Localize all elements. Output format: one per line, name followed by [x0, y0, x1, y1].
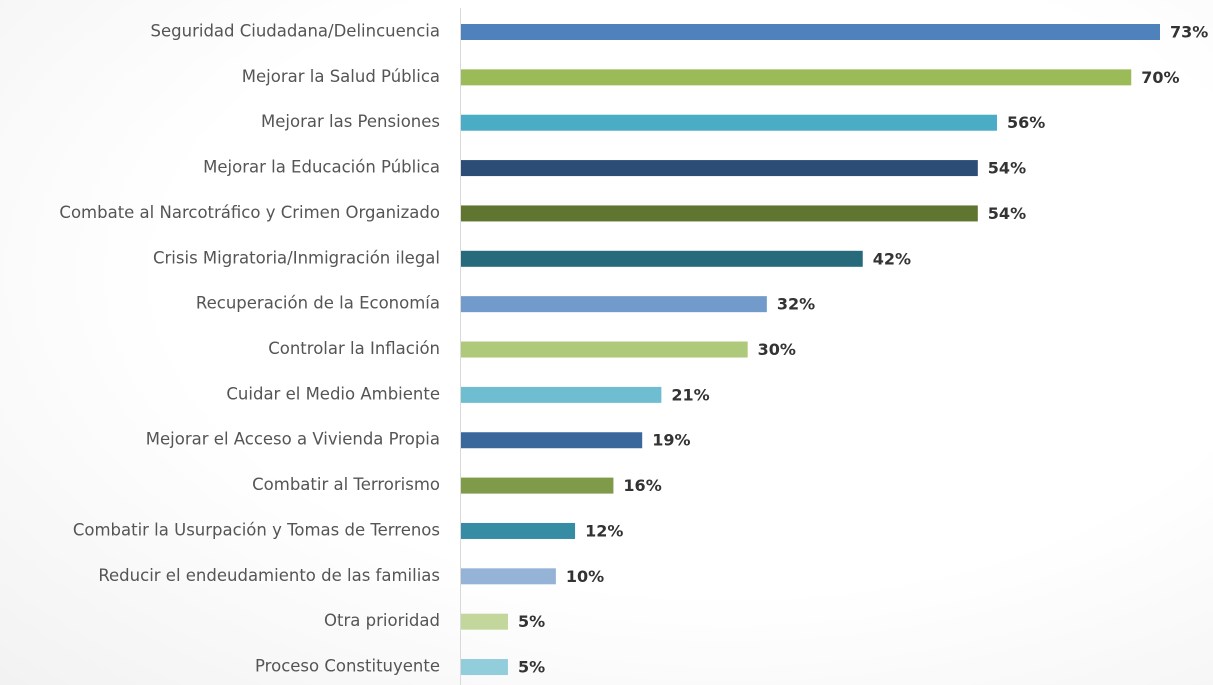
- data-label: 54%: [988, 204, 1026, 223]
- data-label: 70%: [1141, 68, 1179, 87]
- data-label: 32%: [777, 295, 815, 314]
- bar: [461, 250, 863, 267]
- category-label: Cuidar el Medio Ambiente: [226, 384, 440, 403]
- category-label: Mejorar la Educación Pública: [203, 158, 440, 177]
- bar: [461, 341, 748, 358]
- data-label: 21%: [671, 385, 709, 404]
- data-label: 16%: [623, 476, 661, 495]
- category-label: Mejorar las Pensiones: [261, 112, 440, 131]
- bar: [461, 477, 614, 494]
- data-label: 56%: [1007, 113, 1045, 132]
- data-label: 12%: [585, 521, 623, 540]
- category-label: Recuperación de la Economía: [196, 294, 440, 313]
- bar: [461, 432, 643, 449]
- bar: [461, 568, 556, 585]
- bar: [461, 296, 767, 313]
- category-label: Proceso Constituyente: [255, 657, 440, 676]
- bar: [461, 69, 1132, 86]
- category-label: Combatir la Usurpación y Tomas de Terren…: [73, 520, 440, 539]
- bar: [461, 522, 576, 539]
- bar: [461, 613, 508, 630]
- category-label: Combate al Narcotráfico y Crimen Organiz…: [59, 203, 440, 222]
- category-label: Mejorar el Acceso a Vivienda Propia: [146, 430, 440, 449]
- data-label: 42%: [873, 249, 911, 268]
- category-label: Mejorar la Salud Pública: [242, 67, 440, 86]
- bar: [461, 24, 1160, 40]
- data-label: 54%: [988, 159, 1026, 178]
- category-label: Crisis Migratoria/Inmigración ilegal: [153, 248, 440, 267]
- bar: [461, 659, 508, 676]
- data-label: 5%: [518, 658, 545, 677]
- data-label: 10%: [566, 567, 604, 586]
- category-label: Seguridad Ciudadana/Delincuencia: [151, 22, 440, 41]
- data-label: 73%: [1170, 23, 1208, 42]
- category-label: Combatir al Terrorismo: [252, 475, 440, 494]
- category-label: Reducir el endeudamiento de las familias: [98, 566, 440, 585]
- bar: [461, 386, 662, 403]
- bar: [461, 160, 978, 177]
- bar: [461, 205, 978, 222]
- data-label: 30%: [758, 340, 796, 359]
- data-label: 19%: [652, 431, 690, 450]
- data-label: 5%: [518, 612, 545, 631]
- bar: [461, 114, 997, 131]
- category-label: Otra prioridad: [324, 611, 440, 630]
- category-label: Controlar la Inflación: [268, 339, 440, 358]
